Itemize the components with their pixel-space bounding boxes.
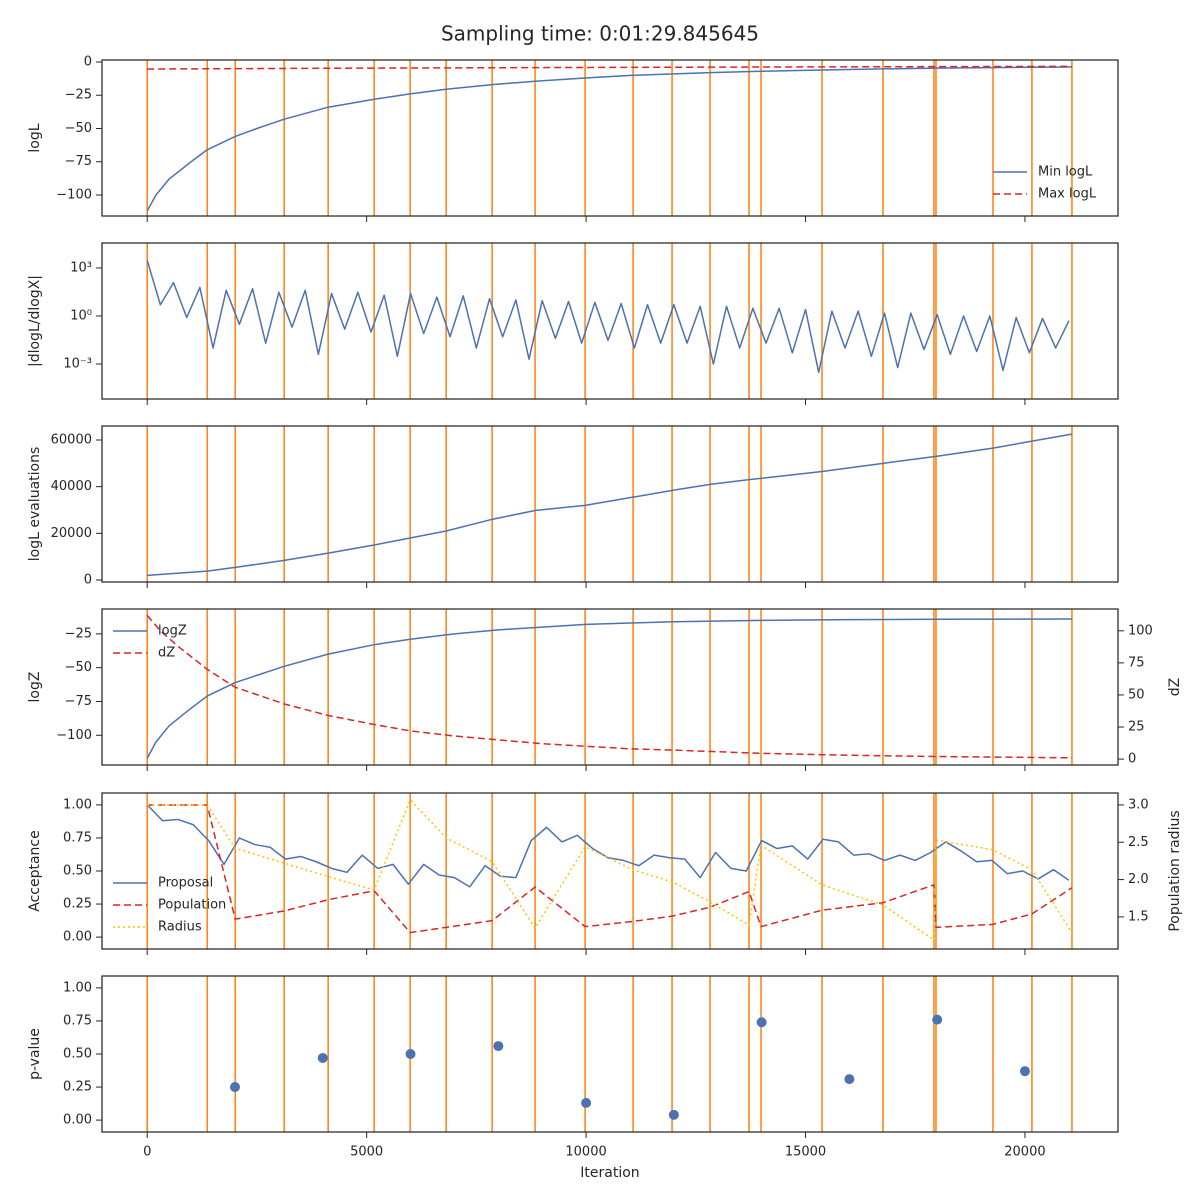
point — [229, 1082, 240, 1093]
y-tick-label: 0 — [84, 572, 92, 587]
point — [493, 1041, 504, 1052]
point — [932, 1014, 943, 1025]
legend-label: logZ — [158, 624, 187, 639]
y-tick-label: 1.00 — [63, 980, 92, 995]
x-tick-label: 5000 — [350, 1145, 383, 1160]
point — [668, 1109, 679, 1120]
y-tick-label: 0.00 — [63, 930, 92, 945]
panel — [146, 976, 1073, 1132]
y2-axis-label: dZ — [1167, 678, 1183, 696]
point — [581, 1097, 592, 1108]
x-axis-label: Iteration — [580, 1165, 639, 1181]
x-tick-label: 15000 — [785, 1145, 826, 1160]
axes-frame — [101, 975, 1119, 1133]
figure-title: Sampling time: 0:01:29.845645 — [441, 22, 759, 46]
y-tick-label: −75 — [65, 694, 92, 709]
y-tick-label: −100 — [56, 187, 92, 202]
axes-frame — [101, 792, 1119, 950]
y-tick-label: 0.50 — [63, 1047, 92, 1062]
point — [405, 1049, 416, 1059]
y-tick-label: 0.00 — [63, 1113, 92, 1128]
y-tick-label: 40000 — [51, 479, 92, 494]
legend-label: Max logL — [1038, 187, 1097, 202]
series-line — [146, 618, 1072, 759]
y-tick-label: 10⁰ — [70, 308, 92, 323]
y-axis-label: p-value — [27, 1028, 43, 1080]
series-line — [147, 798, 1073, 941]
panel — [146, 426, 1073, 582]
x-tick-label: 20000 — [1004, 1145, 1045, 1160]
y-tick-label: −100 — [56, 728, 92, 743]
legend-label: dZ — [158, 646, 175, 661]
point — [844, 1074, 855, 1085]
legend-label: Radius — [158, 920, 202, 935]
axes-frame — [101, 242, 1119, 400]
y-axis-label: logL evaluations — [27, 447, 43, 562]
y2-tick-label: 100 — [1128, 623, 1153, 638]
axes-frame — [101, 59, 1119, 217]
point — [1019, 1066, 1030, 1077]
y-tick-label: 0.25 — [63, 897, 92, 912]
y-tick-label: 10³ — [70, 260, 92, 275]
x-tick-label: 0 — [143, 1145, 151, 1160]
series-line — [146, 614, 1072, 759]
y2-tick-label: 75 — [1128, 655, 1145, 670]
series-line — [147, 433, 1073, 577]
y-tick-label: 1.00 — [63, 797, 92, 812]
y-tick-label: 0.75 — [63, 1013, 92, 1028]
y-tick-label: 10⁻³ — [63, 356, 92, 371]
y-axis-label: logL — [27, 123, 43, 152]
y2-tick-label: 3.0 — [1128, 797, 1149, 812]
y2-tick-label: 25 — [1128, 720, 1145, 735]
y-tick-label: −75 — [65, 154, 92, 169]
y-axis-label: Acceptance — [27, 830, 43, 911]
y-tick-label: −50 — [65, 121, 92, 136]
panel — [146, 609, 1073, 765]
y2-axis-label: Population radius — [1167, 810, 1183, 931]
series-line — [146, 260, 1070, 374]
y2-tick-label: 2.5 — [1128, 835, 1149, 850]
series-line — [147, 65, 1072, 70]
y2-tick-label: 0 — [1128, 752, 1136, 767]
legend-label: Population — [158, 898, 226, 913]
panel — [146, 793, 1073, 949]
y-tick-label: 0.75 — [63, 830, 92, 845]
y-tick-label: 0 — [84, 54, 92, 69]
x-tick-label: 10000 — [565, 1145, 606, 1160]
y2-tick-label: 1.5 — [1128, 909, 1149, 924]
y-tick-label: 20000 — [51, 526, 92, 541]
y-axis-label: logZ — [27, 672, 43, 703]
y-tick-label: 0.50 — [63, 864, 92, 879]
axes-frame — [101, 425, 1119, 583]
y-tick-label: 0.25 — [63, 1080, 92, 1095]
y-axis-label: |dlogL/dlogX| — [27, 275, 43, 367]
panel — [146, 60, 1073, 216]
y-tick-label: −50 — [65, 660, 92, 675]
y-tick-label: 60000 — [51, 432, 92, 447]
y-tick-label: −25 — [65, 626, 92, 641]
legend-label: Proposal — [158, 876, 213, 891]
y2-tick-label: 50 — [1128, 687, 1145, 702]
series-line — [146, 66, 1072, 212]
series-line — [146, 804, 1070, 888]
axes-frame — [101, 608, 1119, 766]
y-tick-label: −25 — [65, 88, 92, 103]
point — [756, 1017, 767, 1028]
point — [317, 1052, 328, 1063]
panel — [146, 243, 1073, 399]
y2-tick-label: 2.0 — [1128, 872, 1149, 887]
legend-label: Min logL — [1038, 165, 1093, 180]
